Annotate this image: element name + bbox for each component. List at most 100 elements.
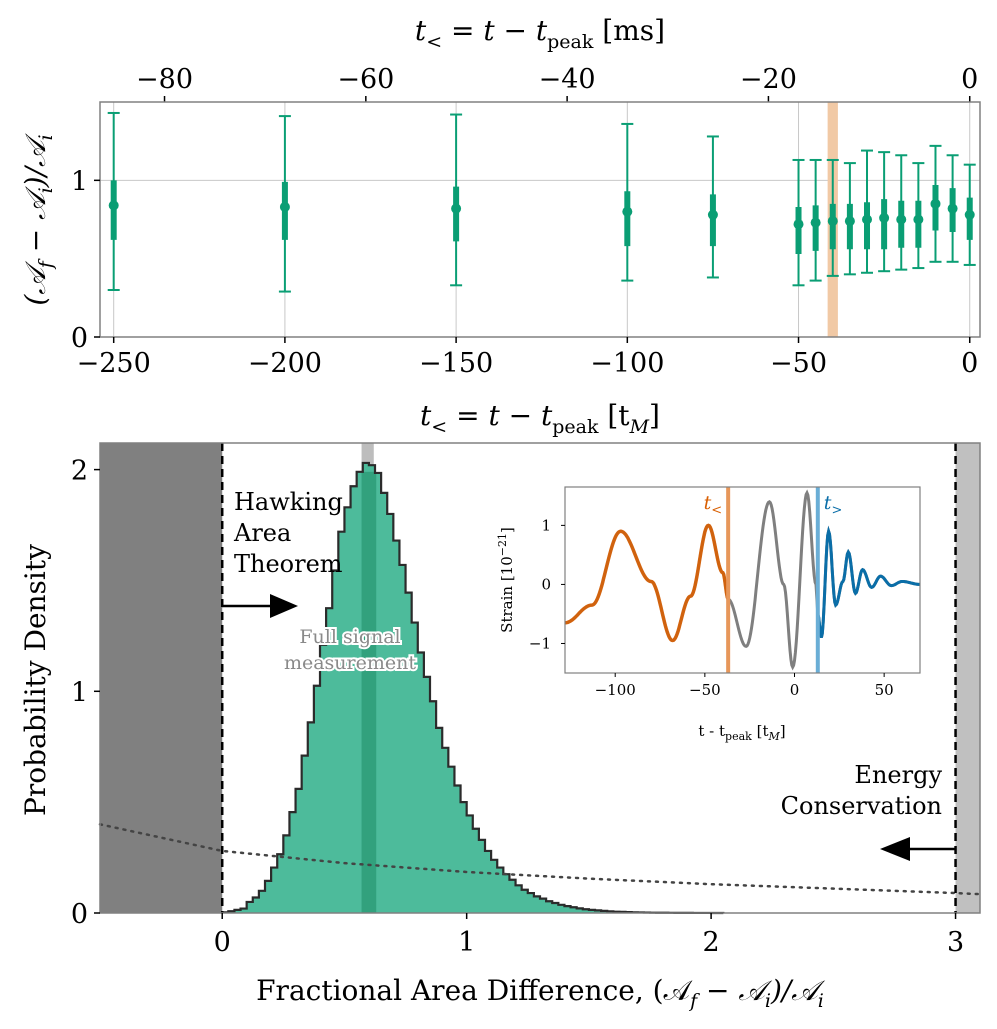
errorbar-point [843, 162, 856, 276]
hawking-arrow-icon [270, 594, 298, 618]
bottom-y-axis: 0 1 2 [71, 456, 100, 930]
errorbar-series [107, 111, 976, 293]
top-x-axis: −250 −200 −150 −100 −50 0 [77, 337, 978, 379]
bottom-xtick-label: 2 [703, 927, 720, 958]
errorbar-point [706, 135, 719, 279]
errorbar-point [621, 122, 634, 282]
top-frame [99, 101, 981, 338]
errorbar-point [826, 158, 839, 277]
errorbar-median [707, 209, 718, 220]
prior-dotted-curve [98, 823, 982, 896]
full-signal-label-line1: Full signal [299, 626, 400, 648]
errorbar-point [107, 111, 120, 291]
errorbar-median [896, 214, 907, 225]
errorbar-median [279, 201, 290, 212]
waveform-pre-t-less [565, 523, 730, 643]
errorbar-point [809, 158, 822, 282]
errorbar-point [929, 144, 942, 263]
errorbar-point [963, 163, 976, 266]
inset-y-label: Strain [10−21] [496, 527, 516, 633]
bottom-xtick-label: 0 [214, 927, 231, 958]
full-signal-label-line2: measurement [284, 652, 416, 674]
errorbar-point [792, 158, 805, 287]
t-greater-label: t> [824, 492, 843, 518]
inset-xtick-label: −100 [595, 681, 636, 699]
top-panel: t< = t − tpeak [ms] −80 −60 −40 −20 0 −250 −2… [19, 14, 981, 438]
errorbar-point [278, 115, 291, 293]
top-ms-axis: −80 −60 −40 −20 0 [136, 64, 978, 102]
top-y-axis: 01 [71, 166, 100, 354]
hawking-label-line3: Theorem [234, 550, 343, 578]
bottom-ytick-label: 1 [71, 677, 88, 708]
bottom-frame [99, 442, 981, 914]
errorbar-median [827, 216, 838, 227]
top-ms-tick-label: −80 [136, 64, 193, 95]
inset-x-axis: −100 −50 0 50 [595, 673, 894, 699]
waveform-post-t-greater [816, 525, 920, 638]
histogram-fill [222, 462, 724, 913]
inset-panel: t< t> −100 −50 0 50 −1 0 1 t - tpeak [tM] Str… [496, 486, 921, 743]
inset-xtick-label: −50 [689, 681, 721, 699]
bottom-x-label: Fractional Area Difference, (𝒜f − 𝒜i)/𝒜i [256, 974, 825, 1012]
bottom-xtick-label: 3 [947, 927, 964, 958]
errorbar-median [862, 214, 873, 225]
inset-ytick-label: −1 [529, 634, 551, 652]
top-xtick-label: −100 [590, 348, 664, 379]
hawking-label-line1: Hawking [234, 488, 343, 516]
top-xtick-label: 0 [961, 348, 978, 379]
inset-xtick-label: 50 [875, 681, 894, 699]
errorbar-median [810, 217, 821, 228]
top-y-label: (𝒜f − 𝒜i)/𝒜i [19, 133, 57, 306]
top-xtick-label: −200 [248, 348, 322, 379]
top-ms-tick-label: 0 [961, 64, 978, 95]
inset-ytick-label: 0 [541, 575, 551, 593]
inset-plot-area [564, 486, 921, 674]
top-ms-tick-label: −40 [539, 64, 596, 95]
errorbar-point [450, 113, 463, 287]
errorbar-median [930, 198, 941, 209]
inset-xtick-label: 0 [790, 681, 800, 699]
errorbar-point [895, 154, 908, 271]
top-xtick-label: −250 [77, 348, 151, 379]
errorbar-median [451, 203, 462, 214]
top-axis-label: t< = t − tpeak [ms] [415, 14, 665, 53]
inset-y-axis: −1 0 1 [529, 516, 565, 652]
top-ytick-label: 1 [71, 166, 88, 197]
top-ytick-label: 0 [71, 323, 88, 354]
energy-label-line2: Conservation [781, 792, 942, 820]
inset-x-label: t - tpeak [tM] [698, 722, 785, 743]
top-bottom-axis-label: t< = t − tpeak [tM] [420, 399, 660, 438]
errorbar-median [947, 203, 958, 214]
inset-ytick-label: 1 [541, 516, 551, 534]
bottom-ytick-label: 2 [71, 456, 88, 487]
hawking-label-line2: Area [233, 519, 291, 547]
top-ms-tick-label: −60 [337, 64, 394, 95]
errorbar-point [878, 151, 891, 273]
full-signal-band-overlap [361, 471, 377, 913]
errorbar-median [793, 219, 804, 230]
bottom-y-label: Probability Density [19, 544, 52, 816]
errorbar-median [879, 212, 890, 223]
errorbar-point [861, 149, 874, 274]
bottom-x-axis: 0 1 2 3 [214, 913, 964, 958]
errorbar-median [964, 209, 975, 220]
top-xtick-label: −50 [770, 348, 827, 379]
energy-arrow-icon [880, 837, 910, 861]
top-xtick-label: −150 [419, 348, 493, 379]
inset-frame [564, 486, 921, 674]
energy-label-line1: Energy [854, 761, 942, 789]
errorbar-median [108, 200, 119, 211]
bottom-ytick-label: 0 [71, 899, 88, 930]
excluded-region-right [955, 443, 980, 913]
top-plot-area [99, 101, 981, 338]
bottom-xtick-label: 1 [458, 927, 475, 958]
top-ms-tick-label: −20 [740, 64, 797, 95]
t-less-label: t< [704, 492, 723, 518]
errorbar-point [946, 154, 959, 263]
bottom-plot-area [98, 442, 982, 915]
bottom-panel: Hawking Area Theorem Energy Conservation… [19, 442, 982, 1012]
errorbar-median [913, 214, 924, 225]
excluded-region-left [100, 443, 223, 913]
errorbar-median [844, 216, 855, 227]
